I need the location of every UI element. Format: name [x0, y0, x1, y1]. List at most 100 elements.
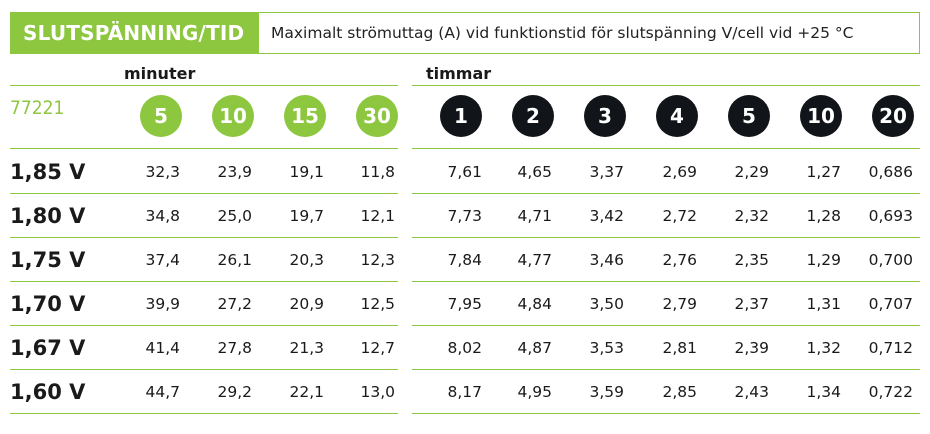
hour-value-cell: 2,79	[662, 295, 697, 313]
hour-value-cell: 1,31	[806, 295, 841, 313]
table-header: SLUTSPÄNNING/TID Maximalt strömuttag (A)…	[10, 12, 920, 54]
minute-value-cell: 19,1	[289, 163, 324, 181]
minute-column-header: 10	[212, 95, 254, 137]
row-divider	[412, 193, 920, 194]
voltage-label: 1,80 V	[10, 204, 86, 228]
hour-value-cell: 1,29	[806, 251, 841, 269]
hour-value-cell: 1,34	[806, 383, 841, 401]
hour-value-cell: 2,81	[662, 339, 697, 357]
hour-value-cell: 2,85	[662, 383, 697, 401]
minute-value-cell: 21,3	[289, 339, 324, 357]
minute-value-cell: 25,0	[217, 207, 252, 225]
minute-value-cell: 37,4	[145, 251, 180, 269]
hour-value-cell: 2,37	[734, 295, 769, 313]
minute-value-cell: 32,3	[145, 163, 180, 181]
hour-value-cell: 0,712	[868, 339, 913, 357]
hour-value-cell: 3,37	[589, 163, 624, 181]
minute-value-cell: 22,1	[289, 383, 324, 401]
voltage-label: 1,70 V	[10, 292, 86, 316]
row-divider	[10, 281, 398, 282]
minute-value-cell: 20,3	[289, 251, 324, 269]
row-divider	[412, 325, 920, 326]
hour-value-cell: 3,42	[589, 207, 624, 225]
minute-value-cell: 44,7	[145, 383, 180, 401]
hour-value-cell: 1,28	[806, 207, 841, 225]
voltage-label: 1,85 V	[10, 160, 86, 184]
hour-value-cell: 2,32	[734, 207, 769, 225]
minute-value-cell: 41,4	[145, 339, 180, 357]
hour-value-cell: 2,72	[662, 207, 697, 225]
hour-value-cell: 3,46	[589, 251, 624, 269]
minutes-group-divider	[10, 85, 398, 86]
hour-value-cell: 2,43	[734, 383, 769, 401]
hour-column-header: 2	[512, 95, 554, 137]
hour-value-cell: 7,73	[447, 207, 482, 225]
minute-value-cell: 26,1	[217, 251, 252, 269]
row-divider	[412, 281, 920, 282]
voltage-label: 1,67 V	[10, 336, 86, 360]
hour-column-header: 3	[584, 95, 626, 137]
hour-value-cell: 4,95	[517, 383, 552, 401]
hour-value-cell: 0,693	[868, 207, 913, 225]
minutes-group-label: minuter	[124, 64, 196, 83]
hour-value-cell: 7,84	[447, 251, 482, 269]
hour-column-header: 4	[656, 95, 698, 137]
minute-value-cell: 20,9	[289, 295, 324, 313]
hour-value-cell: 4,77	[517, 251, 552, 269]
minute-value-cell: 39,9	[145, 295, 180, 313]
minute-value-cell: 19,7	[289, 207, 324, 225]
minute-value-cell: 13,0	[360, 383, 395, 401]
hour-value-cell: 3,59	[589, 383, 624, 401]
hour-value-cell: 4,87	[517, 339, 552, 357]
hour-value-cell: 0,722	[868, 383, 913, 401]
hour-column-header: 5	[728, 95, 770, 137]
row-divider	[10, 325, 398, 326]
hour-value-cell: 4,65	[517, 163, 552, 181]
row-divider	[412, 369, 920, 370]
hour-value-cell: 8,17	[447, 383, 482, 401]
minute-value-cell: 12,5	[360, 295, 395, 313]
hour-column-header: 10	[800, 95, 842, 137]
row-divider	[10, 369, 398, 370]
minute-value-cell: 12,1	[360, 207, 395, 225]
voltage-label: 1,60 V	[10, 380, 86, 404]
voltage-label: 1,75 V	[10, 248, 86, 272]
header-title: SLUTSPÄNNING/TID	[11, 13, 259, 53]
row-divider	[412, 413, 920, 414]
hours-group-divider	[412, 85, 920, 86]
row-divider	[412, 148, 920, 149]
hour-value-cell: 2,76	[662, 251, 697, 269]
hour-value-cell: 1,27	[806, 163, 841, 181]
row-divider	[10, 148, 398, 149]
hour-value-cell: 7,95	[447, 295, 482, 313]
hour-value-cell: 3,53	[589, 339, 624, 357]
row-divider	[412, 237, 920, 238]
minute-value-cell: 27,8	[217, 339, 252, 357]
header-description: Maximalt strömuttag (A) vid funktionstid…	[271, 24, 854, 42]
hour-value-cell: 0,686	[868, 163, 913, 181]
hour-value-cell: 8,02	[447, 339, 482, 357]
minute-column-header: 15	[284, 95, 326, 137]
minute-value-cell: 23,9	[217, 163, 252, 181]
hour-column-header: 1	[440, 95, 482, 137]
minute-value-cell: 12,7	[360, 339, 395, 357]
hour-value-cell: 4,71	[517, 207, 552, 225]
hour-value-cell: 2,39	[734, 339, 769, 357]
minute-column-header: 30	[356, 95, 398, 137]
minute-value-cell: 27,2	[217, 295, 252, 313]
hour-value-cell: 1,32	[806, 339, 841, 357]
hour-value-cell: 4,84	[517, 295, 552, 313]
minute-value-cell: 29,2	[217, 383, 252, 401]
hour-value-cell: 2,29	[734, 163, 769, 181]
hour-column-header: 20	[872, 95, 914, 137]
row-divider	[10, 413, 398, 414]
minute-value-cell: 11,8	[360, 163, 395, 181]
hour-value-cell: 2,35	[734, 251, 769, 269]
model-number: 77221	[10, 97, 65, 119]
row-divider	[10, 193, 398, 194]
minute-value-cell: 34,8	[145, 207, 180, 225]
hours-group-label: timmar	[426, 64, 492, 83]
minute-value-cell: 12,3	[360, 251, 395, 269]
hour-value-cell: 7,61	[447, 163, 482, 181]
hour-value-cell: 3,50	[589, 295, 624, 313]
